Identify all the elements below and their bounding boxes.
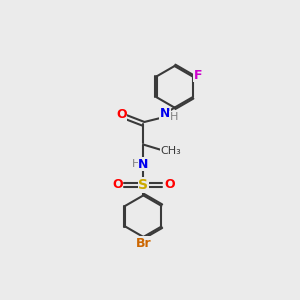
Text: CH₃: CH₃ (161, 146, 182, 157)
Text: O: O (116, 108, 127, 121)
Text: Br: Br (136, 237, 151, 250)
Text: N: N (138, 158, 148, 171)
Text: H: H (170, 112, 178, 122)
Text: N: N (160, 107, 170, 120)
Text: F: F (194, 69, 202, 82)
Text: O: O (112, 178, 123, 191)
Text: S: S (138, 178, 148, 192)
Text: O: O (164, 178, 175, 191)
Text: H: H (131, 159, 140, 169)
